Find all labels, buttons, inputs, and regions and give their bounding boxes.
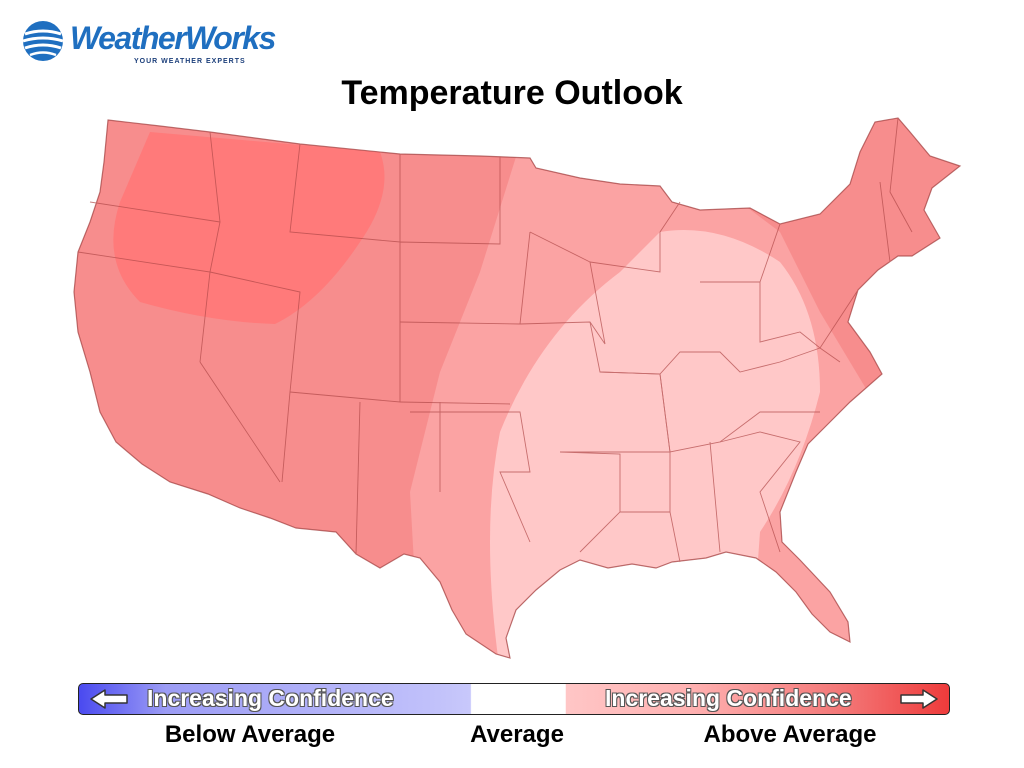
average-label: Average (470, 721, 564, 748)
us-temperature-map (73, 117, 962, 659)
confidence-legend-bar: Increasing Confidence Increasing Confide… (78, 683, 950, 715)
weatherworks-logo: WeatherWorks YOUR WEATHER EXPERTS (22, 18, 322, 70)
zone-strong-above (113, 132, 385, 324)
below-confidence-text: Increasing Confidence (147, 685, 394, 711)
brand-tagline: YOUR WEATHER EXPERTS (134, 58, 246, 65)
arrow-right-icon (900, 689, 938, 709)
page-title: Temperature Outlook (341, 74, 683, 112)
globe-icon (22, 21, 64, 61)
above-average-label: Above Average (703, 721, 877, 748)
arrow-left-icon (90, 689, 128, 709)
state-borders (73, 117, 962, 659)
above-confidence-text: Increasing Confidence (605, 685, 852, 711)
below-average-label: Below Average (164, 721, 336, 748)
brand-name: WeatherWorks (70, 20, 276, 56)
